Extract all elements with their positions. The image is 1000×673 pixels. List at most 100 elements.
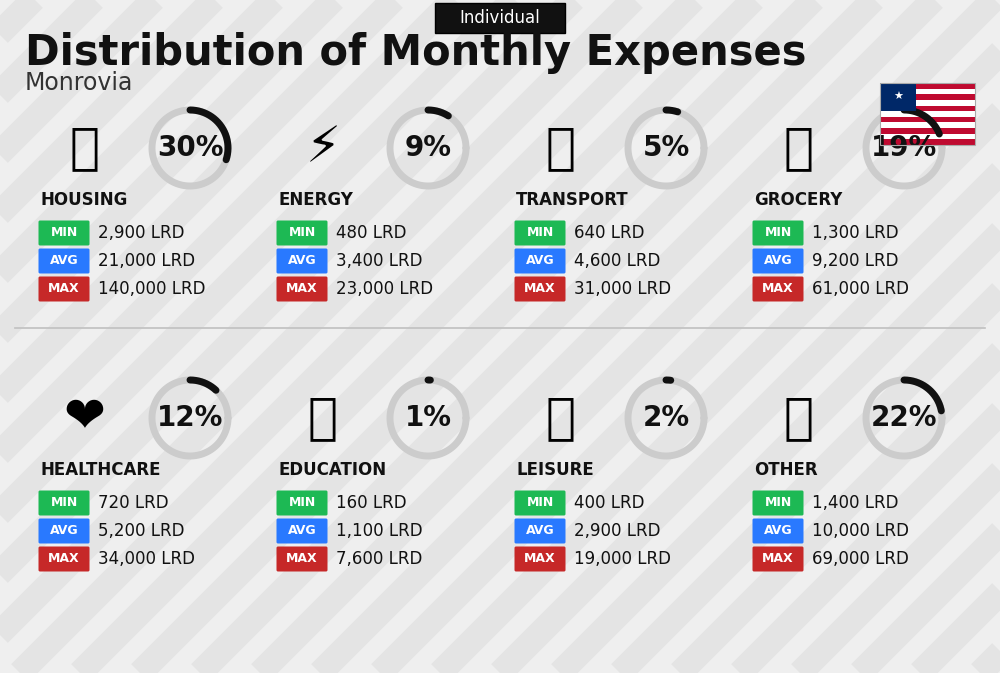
FancyBboxPatch shape — [880, 83, 916, 111]
Text: 12%: 12% — [157, 404, 223, 432]
Text: 2,900 LRD: 2,900 LRD — [574, 522, 660, 540]
FancyBboxPatch shape — [880, 134, 975, 139]
FancyBboxPatch shape — [880, 94, 975, 100]
Text: MIN: MIN — [526, 497, 554, 509]
Text: 🛒: 🛒 — [784, 124, 814, 172]
Text: 61,000 LRD: 61,000 LRD — [812, 280, 909, 298]
FancyBboxPatch shape — [880, 139, 975, 145]
FancyBboxPatch shape — [880, 122, 975, 128]
Text: MAX: MAX — [524, 553, 556, 565]
FancyBboxPatch shape — [276, 248, 328, 273]
FancyBboxPatch shape — [276, 491, 328, 516]
Text: Monrovia: Monrovia — [25, 71, 133, 95]
Text: AVG: AVG — [288, 524, 316, 538]
Text: 30%: 30% — [157, 134, 223, 162]
FancyBboxPatch shape — [880, 89, 975, 94]
Text: ❤️: ❤️ — [64, 394, 106, 442]
FancyBboxPatch shape — [880, 83, 975, 89]
Text: MIN: MIN — [50, 497, 78, 509]
FancyBboxPatch shape — [753, 248, 804, 273]
Text: 10,000 LRD: 10,000 LRD — [812, 522, 909, 540]
Text: 5%: 5% — [642, 134, 690, 162]
Text: 19%: 19% — [871, 134, 937, 162]
FancyBboxPatch shape — [276, 221, 328, 246]
Text: 🏢: 🏢 — [70, 124, 100, 172]
Text: 3,400 LRD: 3,400 LRD — [336, 252, 422, 270]
Text: ENERGY: ENERGY — [278, 191, 353, 209]
Text: HOUSING: HOUSING — [40, 191, 127, 209]
FancyBboxPatch shape — [880, 100, 975, 106]
Text: GROCERY: GROCERY — [754, 191, 842, 209]
Text: 🎓: 🎓 — [308, 394, 338, 442]
Text: 140,000 LRD: 140,000 LRD — [98, 280, 206, 298]
Text: 21,000 LRD: 21,000 LRD — [98, 252, 195, 270]
Text: 400 LRD: 400 LRD — [574, 494, 644, 512]
FancyBboxPatch shape — [753, 546, 804, 571]
Text: 22%: 22% — [871, 404, 937, 432]
Text: HEALTHCARE: HEALTHCARE — [40, 461, 160, 479]
FancyBboxPatch shape — [514, 518, 566, 544]
FancyBboxPatch shape — [753, 491, 804, 516]
Text: 31,000 LRD: 31,000 LRD — [574, 280, 671, 298]
Text: MAX: MAX — [524, 283, 556, 295]
FancyBboxPatch shape — [880, 111, 975, 117]
Text: 9%: 9% — [404, 134, 452, 162]
Text: MIN: MIN — [526, 227, 554, 240]
FancyBboxPatch shape — [514, 546, 566, 571]
Text: EDUCATION: EDUCATION — [278, 461, 386, 479]
Text: AVG: AVG — [526, 524, 554, 538]
FancyBboxPatch shape — [38, 248, 90, 273]
Text: 480 LRD: 480 LRD — [336, 224, 406, 242]
FancyBboxPatch shape — [38, 491, 90, 516]
Text: AVG: AVG — [50, 254, 78, 267]
FancyBboxPatch shape — [753, 518, 804, 544]
FancyBboxPatch shape — [753, 221, 804, 246]
Text: 69,000 LRD: 69,000 LRD — [812, 550, 909, 568]
Text: 🛍️: 🛍️ — [546, 394, 576, 442]
Text: LEISURE: LEISURE — [516, 461, 594, 479]
Text: 1,100 LRD: 1,100 LRD — [336, 522, 423, 540]
Text: AVG: AVG — [288, 254, 316, 267]
Text: Individual: Individual — [460, 9, 540, 27]
Text: AVG: AVG — [50, 524, 78, 538]
FancyBboxPatch shape — [514, 277, 566, 302]
Text: 2%: 2% — [642, 404, 690, 432]
FancyBboxPatch shape — [38, 277, 90, 302]
Text: 640 LRD: 640 LRD — [574, 224, 644, 242]
Text: 720 LRD: 720 LRD — [98, 494, 169, 512]
Text: 34,000 LRD: 34,000 LRD — [98, 550, 195, 568]
Text: 4,600 LRD: 4,600 LRD — [574, 252, 660, 270]
Text: ⚡: ⚡ — [305, 124, 341, 172]
Text: MAX: MAX — [762, 283, 794, 295]
Text: MIN: MIN — [288, 227, 316, 240]
Text: 9,200 LRD: 9,200 LRD — [812, 252, 898, 270]
FancyBboxPatch shape — [38, 518, 90, 544]
FancyBboxPatch shape — [38, 221, 90, 246]
Text: 1,300 LRD: 1,300 LRD — [812, 224, 899, 242]
FancyBboxPatch shape — [276, 546, 328, 571]
FancyBboxPatch shape — [880, 106, 975, 111]
FancyBboxPatch shape — [435, 3, 565, 33]
Text: ★: ★ — [893, 92, 903, 102]
Text: OTHER: OTHER — [754, 461, 818, 479]
Text: MAX: MAX — [762, 553, 794, 565]
Text: AVG: AVG — [764, 524, 792, 538]
Text: Distribution of Monthly Expenses: Distribution of Monthly Expenses — [25, 32, 806, 74]
Text: 5,200 LRD: 5,200 LRD — [98, 522, 184, 540]
Text: 1%: 1% — [404, 404, 452, 432]
Text: 19,000 LRD: 19,000 LRD — [574, 550, 671, 568]
Text: 2,900 LRD: 2,900 LRD — [98, 224, 184, 242]
Text: AVG: AVG — [764, 254, 792, 267]
Text: TRANSPORT: TRANSPORT — [516, 191, 629, 209]
Text: MIN: MIN — [764, 497, 792, 509]
Text: 160 LRD: 160 LRD — [336, 494, 407, 512]
FancyBboxPatch shape — [514, 491, 566, 516]
Text: MIN: MIN — [50, 227, 78, 240]
Text: 💰: 💰 — [784, 394, 814, 442]
Text: MIN: MIN — [288, 497, 316, 509]
Text: MAX: MAX — [48, 283, 80, 295]
Text: MAX: MAX — [286, 553, 318, 565]
FancyBboxPatch shape — [276, 518, 328, 544]
Text: 1,400 LRD: 1,400 LRD — [812, 494, 898, 512]
FancyBboxPatch shape — [38, 546, 90, 571]
